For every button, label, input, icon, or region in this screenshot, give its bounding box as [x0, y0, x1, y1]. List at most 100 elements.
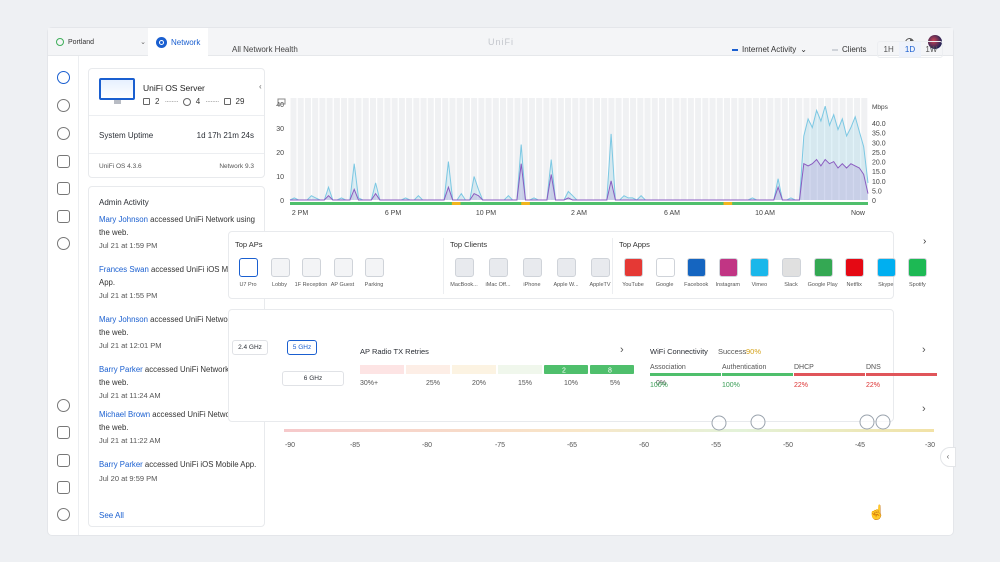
- tile-icon[interactable]: [489, 258, 508, 277]
- background-bar: [348, 98, 355, 200]
- see-all-link[interactable]: See All: [99, 511, 124, 520]
- activity-item[interactable]: Barry Parker accessed UniFi iOS Mobile A…: [99, 459, 259, 485]
- tile-icon[interactable]: [591, 258, 610, 277]
- rssi-tick: -85: [350, 442, 360, 449]
- band-6ghz[interactable]: 6 GHz: [282, 371, 344, 386]
- brand-logo: UniFi: [488, 37, 515, 47]
- activity-user[interactable]: Barry Parker: [99, 365, 143, 374]
- server-icon: [99, 78, 135, 104]
- tile-icon[interactable]: [908, 258, 928, 277]
- top-aps-title[interactable]: Top APs: [235, 240, 263, 249]
- activity-item[interactable]: Mary Johnson accessed UniFi Network usin…: [99, 214, 259, 253]
- health-title: All Network Health: [232, 45, 298, 54]
- tile-label: U7 Pro: [239, 282, 257, 288]
- background-bar: [579, 98, 586, 200]
- legend-clients[interactable]: Clients: [832, 45, 866, 54]
- rssi-tick: -80: [422, 442, 432, 449]
- tile-icon[interactable]: [455, 258, 474, 277]
- site-selector[interactable]: Portland ⌄: [56, 35, 146, 49]
- legend-internet-activity[interactable]: Internet Activity ⌄: [732, 45, 807, 54]
- y-tick-right: 40.0: [872, 121, 886, 128]
- series-line: [289, 105, 869, 201]
- tile-icon[interactable]: [845, 258, 865, 277]
- admins-icon[interactable]: [57, 508, 70, 521]
- topology-icon[interactable]: [57, 99, 70, 112]
- chevron-right-icon[interactable]: ›: [923, 236, 927, 247]
- top-clients-title[interactable]: Top Clients: [450, 240, 488, 249]
- traffic-icon[interactable]: [57, 210, 70, 223]
- background-bar: [810, 98, 817, 200]
- tile-icon[interactable]: [750, 258, 770, 277]
- tile-icon[interactable]: [239, 258, 258, 277]
- activity-user[interactable]: Mary Johnson: [99, 215, 148, 224]
- background-bar: [507, 98, 514, 200]
- background-bar: [369, 98, 376, 200]
- range-1h[interactable]: 1H: [883, 45, 894, 54]
- tile-icon[interactable]: [782, 258, 801, 277]
- retry-bucket: [360, 365, 404, 374]
- reports-icon[interactable]: [57, 481, 70, 494]
- wifi-connectivity-title[interactable]: WiFi Connectivity: [650, 347, 708, 356]
- tile-icon[interactable]: [302, 258, 321, 277]
- chart-mode-icon: [277, 98, 286, 105]
- activity-user[interactable]: Barry Parker: [99, 460, 143, 469]
- band-2-4ghz[interactable]: 2.4 GHz: [232, 340, 268, 355]
- background-bar: [420, 98, 427, 200]
- chevron-right-icon[interactable]: ›: [922, 344, 926, 356]
- insights-icon[interactable]: [57, 182, 70, 195]
- collapse-icon[interactable]: ‹: [259, 82, 262, 91]
- range-1d[interactable]: 1D: [899, 42, 921, 57]
- range-1w[interactable]: 1W: [925, 45, 938, 54]
- activity-item[interactable]: Mary Johnson accessed UniFi Network usin…: [99, 314, 259, 353]
- security-icon[interactable]: [57, 237, 70, 250]
- tile-icon[interactable]: [557, 258, 576, 277]
- chevron-right-icon[interactable]: ›: [922, 403, 926, 415]
- settings-icon[interactable]: [57, 399, 70, 412]
- tx-retries-title[interactable]: AP Radio TX Retries: [360, 347, 429, 356]
- radio-graphics: 30%+ 25% 20% 15% 10% 5% 0% 2 8 Association 100% Aut…: [284, 364, 937, 449]
- divider: [612, 238, 613, 294]
- tile-icon[interactable]: [655, 258, 675, 277]
- clients-icon[interactable]: [57, 155, 70, 168]
- background-bar: [442, 98, 449, 200]
- background-bar: [290, 98, 297, 200]
- retry-count: 8: [608, 368, 612, 375]
- tile-icon[interactable]: [718, 258, 738, 277]
- background-bar: [832, 98, 839, 200]
- avatar[interactable]: [928, 35, 942, 49]
- background-bar: [615, 98, 622, 200]
- band-5ghz[interactable]: 5 GHz: [287, 340, 317, 355]
- tile-icon[interactable]: [270, 258, 290, 277]
- devices-icon[interactable]: [57, 127, 70, 140]
- stat-b: 4: [195, 97, 201, 106]
- tile-label: AP Guest: [330, 282, 355, 288]
- metric-value: 100%: [722, 382, 740, 389]
- network-health-chart: 40 30 20 10 0 Mbps 40.0 35.0 30.0 25.0 20.0 15.0 10.…: [276, 98, 889, 217]
- side-panel-toggle[interactable]: ‹: [940, 447, 956, 467]
- alerts-icon[interactable]: [57, 454, 70, 467]
- tile-icon[interactable]: [624, 258, 643, 277]
- activity-item[interactable]: Michael Brown accessed UniFi Network usi…: [99, 409, 259, 448]
- tile-icon[interactable]: [523, 258, 542, 277]
- tile-icon[interactable]: [365, 258, 384, 277]
- x-tick: 6 PM: [385, 210, 402, 217]
- tile-icon[interactable]: [687, 258, 707, 277]
- top-apps-title[interactable]: Top Apps: [619, 240, 650, 249]
- metric-label: DNS: [866, 364, 881, 371]
- tab-network[interactable]: Network: [148, 28, 208, 56]
- background-bar: [608, 98, 615, 200]
- activity-user[interactable]: Frances Swan: [99, 265, 149, 274]
- activity-user[interactable]: Michael Brown: [99, 410, 151, 419]
- storage-icon: [143, 98, 150, 105]
- logs-icon[interactable]: [57, 426, 70, 439]
- tile-icon[interactable]: [333, 258, 353, 277]
- background-bar: [709, 98, 716, 200]
- tile-icon[interactable]: [876, 258, 896, 277]
- tile-icon[interactable]: [813, 258, 833, 277]
- dashboard-icon[interactable]: [57, 71, 70, 84]
- activity-item[interactable]: Barry Parker accessed UniFi Network usin…: [99, 364, 259, 403]
- activity-user[interactable]: Mary Johnson: [99, 315, 148, 324]
- background-bar: [651, 98, 658, 200]
- chevron-right-icon[interactable]: ›: [620, 344, 624, 356]
- activity-item[interactable]: Frances Swan accessed UniFi iOS Mobile A…: [99, 264, 259, 303]
